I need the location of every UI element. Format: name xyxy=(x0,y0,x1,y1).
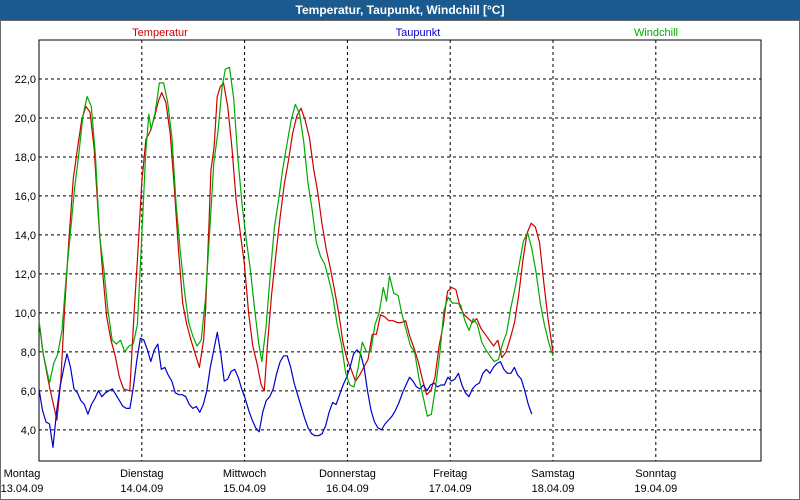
x-tick-date: 17.04.09 xyxy=(429,483,472,495)
x-tick-day: Montag xyxy=(4,468,41,480)
x-tick-date: 15.04.09 xyxy=(223,483,266,495)
x-tick-day: Dienstag xyxy=(120,468,163,480)
x-tick-date: 16.04.09 xyxy=(326,483,369,495)
y-tick-label: 14,0 xyxy=(15,230,36,242)
legend: Temperatur Taupunkt Windchill xyxy=(132,27,678,39)
x-tick-date: 18.04.09 xyxy=(532,483,575,495)
y-tick-label: 20,0 xyxy=(15,113,36,125)
x-tick-day: Samstag xyxy=(531,468,574,480)
plot-border xyxy=(38,39,762,462)
plot-frame xyxy=(38,39,762,462)
y-tick-label: 12,0 xyxy=(15,269,36,281)
x-tick-labels: Montag 13.04.09 Dienstag 14.04.09 Mittwoch 15… xyxy=(1,468,678,495)
x-tick-date: 14.04.09 xyxy=(120,483,163,495)
series-lines xyxy=(38,66,554,448)
x-tick-date: 13.04.09 xyxy=(1,483,44,495)
chart-title: Temperatur, Taupunkt, Windchill [°C] xyxy=(295,3,505,17)
y-tick-label: 18,0 xyxy=(15,152,36,164)
y-tick-label: 16,0 xyxy=(15,191,36,203)
y-tick-label: 6,0 xyxy=(21,386,36,398)
y-tick-label: 4,0 xyxy=(21,425,36,437)
y-tick-label: 10,0 xyxy=(15,308,36,320)
legend-item-temperatur: Temperatur xyxy=(132,27,188,39)
x-tick-date: 19.04.09 xyxy=(634,483,677,495)
chart-panel xyxy=(0,20,800,500)
x-tick-day: Sonntag xyxy=(635,468,676,480)
chart-title-bar: Temperatur, Taupunkt, Windchill [°C] xyxy=(0,0,800,20)
legend-item-windchill: Windchill xyxy=(634,27,678,39)
y-tick-labels: 4,0 6,0 8,0 10,0 12,0 14,0 16,0 18,0 20,0 22,0 xyxy=(15,74,36,437)
grid-lines xyxy=(39,40,761,461)
x-tick-day: Freitag xyxy=(433,468,467,480)
chart-svg: 4,0 6,0 8,0 10,0 12,0 14,0 16,0 18,0 20,0 22,0 Mo… xyxy=(1,27,762,495)
series-line-taupunkt xyxy=(38,331,533,448)
series-line-windchill xyxy=(38,66,554,417)
x-tick-day: Mittwoch xyxy=(223,468,266,480)
x-tick-day: Donnerstag xyxy=(319,468,376,480)
series-line-temperatur xyxy=(38,82,554,421)
y-tick-label: 22,0 xyxy=(15,74,36,86)
legend-item-taupunkt: Taupunkt xyxy=(396,27,441,39)
y-tick-label: 8,0 xyxy=(21,347,36,359)
